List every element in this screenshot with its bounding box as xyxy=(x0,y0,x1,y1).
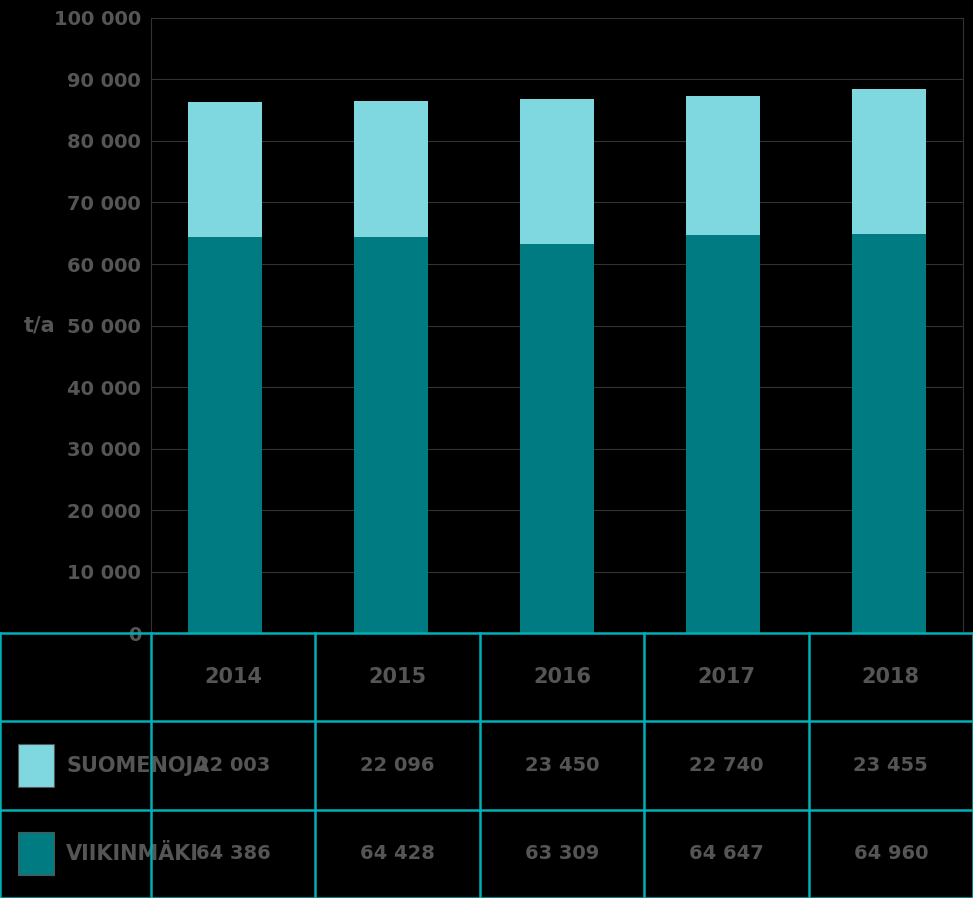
Text: 2018: 2018 xyxy=(862,667,919,687)
Bar xyxy=(354,237,428,633)
Text: 23 455: 23 455 xyxy=(853,756,928,775)
Bar xyxy=(686,235,760,633)
Text: 2014: 2014 xyxy=(204,667,262,687)
Bar xyxy=(354,101,428,237)
Bar xyxy=(686,95,760,235)
Bar xyxy=(851,89,926,233)
Bar xyxy=(188,237,263,633)
Text: 2017: 2017 xyxy=(698,667,755,687)
Text: 64 428: 64 428 xyxy=(360,844,435,863)
Text: VIIKINMÄKI: VIIKINMÄKI xyxy=(66,844,199,864)
Text: 2016: 2016 xyxy=(533,667,591,687)
Text: 63 309: 63 309 xyxy=(524,844,599,863)
Text: 2015: 2015 xyxy=(369,667,426,687)
Bar xyxy=(520,100,595,243)
Bar xyxy=(851,233,926,633)
Y-axis label: t/a: t/a xyxy=(24,315,55,336)
Text: 22 003: 22 003 xyxy=(196,756,270,775)
Text: 23 450: 23 450 xyxy=(524,756,599,775)
Text: 64 647: 64 647 xyxy=(689,844,764,863)
Text: 64 386: 64 386 xyxy=(196,844,270,863)
Bar xyxy=(188,101,263,237)
Text: 22 740: 22 740 xyxy=(689,756,764,775)
Text: 22 096: 22 096 xyxy=(360,756,435,775)
Text: 64 960: 64 960 xyxy=(853,844,928,863)
Bar xyxy=(520,243,595,633)
Text: SUOMENOJA: SUOMENOJA xyxy=(66,755,209,776)
